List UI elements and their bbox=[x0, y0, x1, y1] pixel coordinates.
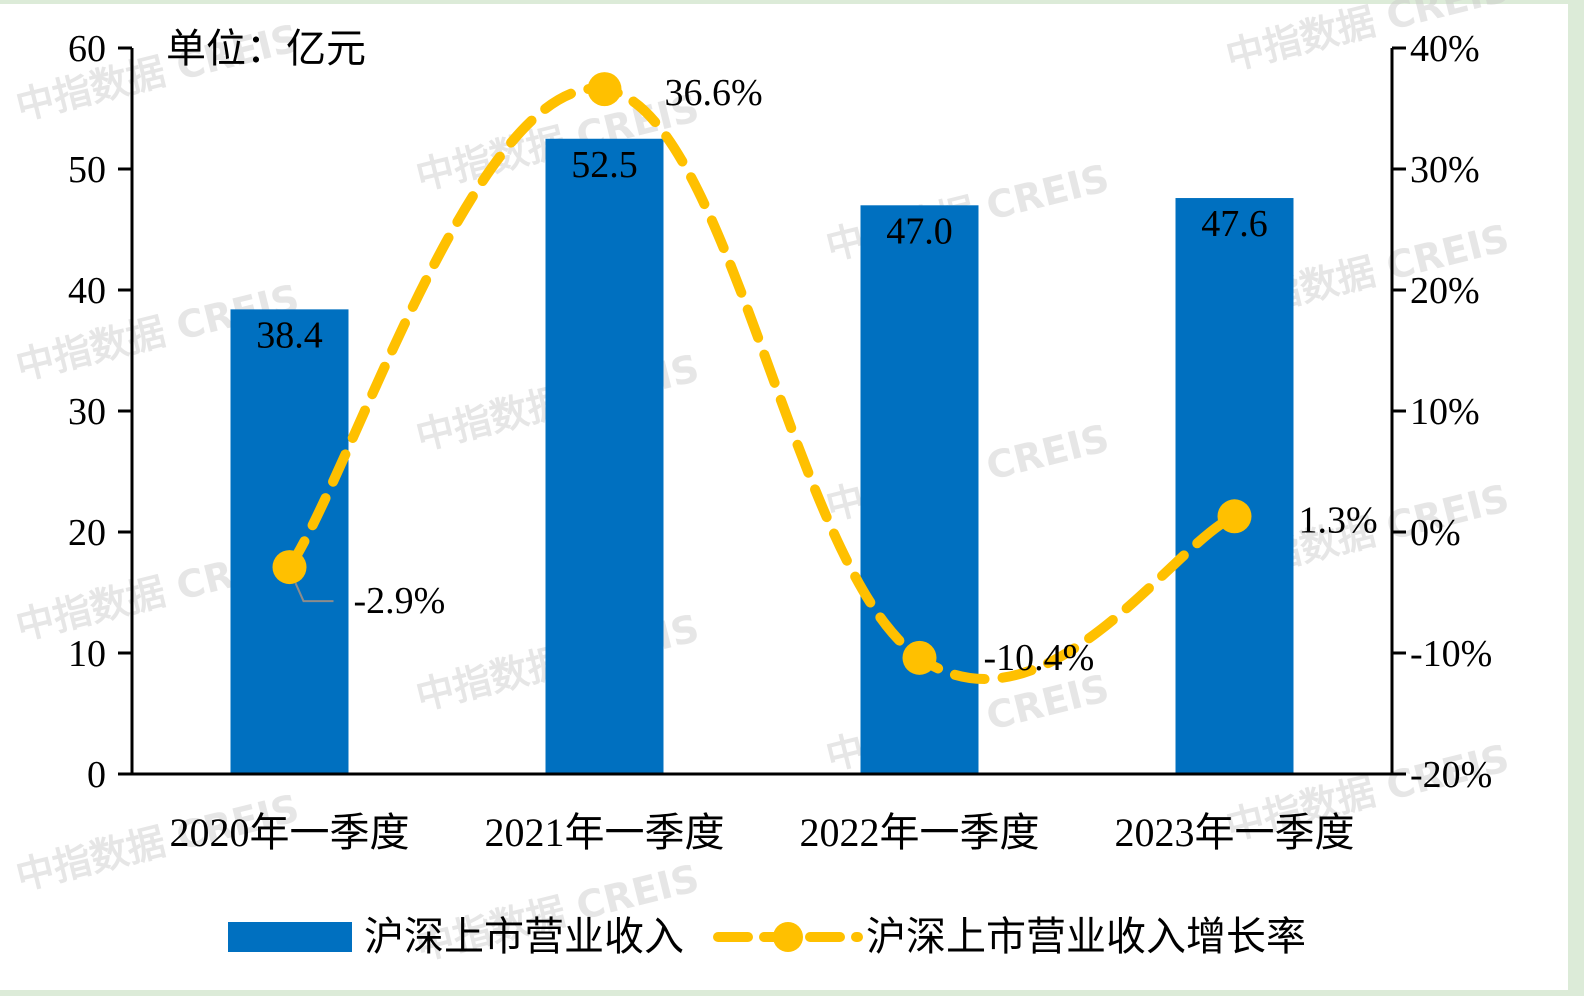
legend-label-bar: 沪深上市营业收入 bbox=[364, 914, 684, 959]
label-leader-line bbox=[294, 582, 334, 603]
legend-swatch-bar bbox=[228, 922, 352, 952]
growth-rate-marker-4 bbox=[1217, 499, 1252, 534]
right-tick-label: 10% bbox=[1410, 391, 1480, 433]
left-tick-label: 40 bbox=[68, 270, 106, 312]
growth-rate-label: -10.4% bbox=[984, 637, 1095, 679]
x-tick-label: 2021年一季度 bbox=[485, 810, 725, 855]
x-tick-label: 2022年一季度 bbox=[800, 810, 1040, 855]
bar-3 bbox=[860, 205, 979, 775]
legend-label-line: 沪深上市营业收入增长率 bbox=[866, 914, 1306, 959]
left-tick-label: 50 bbox=[68, 149, 106, 191]
bar-value-label: 52.5 bbox=[571, 144, 638, 186]
x-tick-label: 2023年一季度 bbox=[1115, 810, 1355, 855]
growth-rate-label: -2.9% bbox=[354, 580, 446, 622]
growth-rate-marker-3 bbox=[902, 640, 937, 675]
x-tick-label: 2020年一季度 bbox=[170, 810, 410, 855]
growth-rate-line bbox=[284, 83, 1240, 684]
bar-1 bbox=[230, 309, 349, 774]
right-tick-label: 30% bbox=[1410, 149, 1480, 191]
growth-rate-label: 36.6% bbox=[665, 72, 763, 114]
left-tick-label: 0 bbox=[87, 754, 106, 796]
bar-4 bbox=[1175, 198, 1294, 775]
growth-rate-marker-1 bbox=[272, 550, 307, 585]
left-tick-label: 30 bbox=[68, 391, 106, 433]
bar-value-label: 38.4 bbox=[256, 314, 323, 356]
growth-rate-marker-2 bbox=[587, 72, 622, 107]
right-tick-label: 0% bbox=[1410, 512, 1461, 554]
right-tick-label: -20% bbox=[1410, 754, 1492, 796]
left-tick-label: 20 bbox=[68, 512, 106, 554]
bar-2 bbox=[545, 138, 664, 774]
legend-swatch-marker bbox=[773, 922, 803, 952]
growth-rate-label: 1.3% bbox=[1299, 499, 1378, 541]
left-tick-label: 10 bbox=[68, 633, 106, 675]
right-tick-label: 20% bbox=[1410, 270, 1480, 312]
bar-value-label: 47.6 bbox=[1201, 203, 1268, 245]
right-tick-label: 40% bbox=[1410, 28, 1480, 70]
bar-value-label: 47.0 bbox=[886, 210, 953, 252]
right-tick-label: -10% bbox=[1410, 633, 1492, 675]
unit-label: 单位：亿元 bbox=[166, 26, 366, 71]
left-tick-label: 60 bbox=[68, 28, 106, 70]
